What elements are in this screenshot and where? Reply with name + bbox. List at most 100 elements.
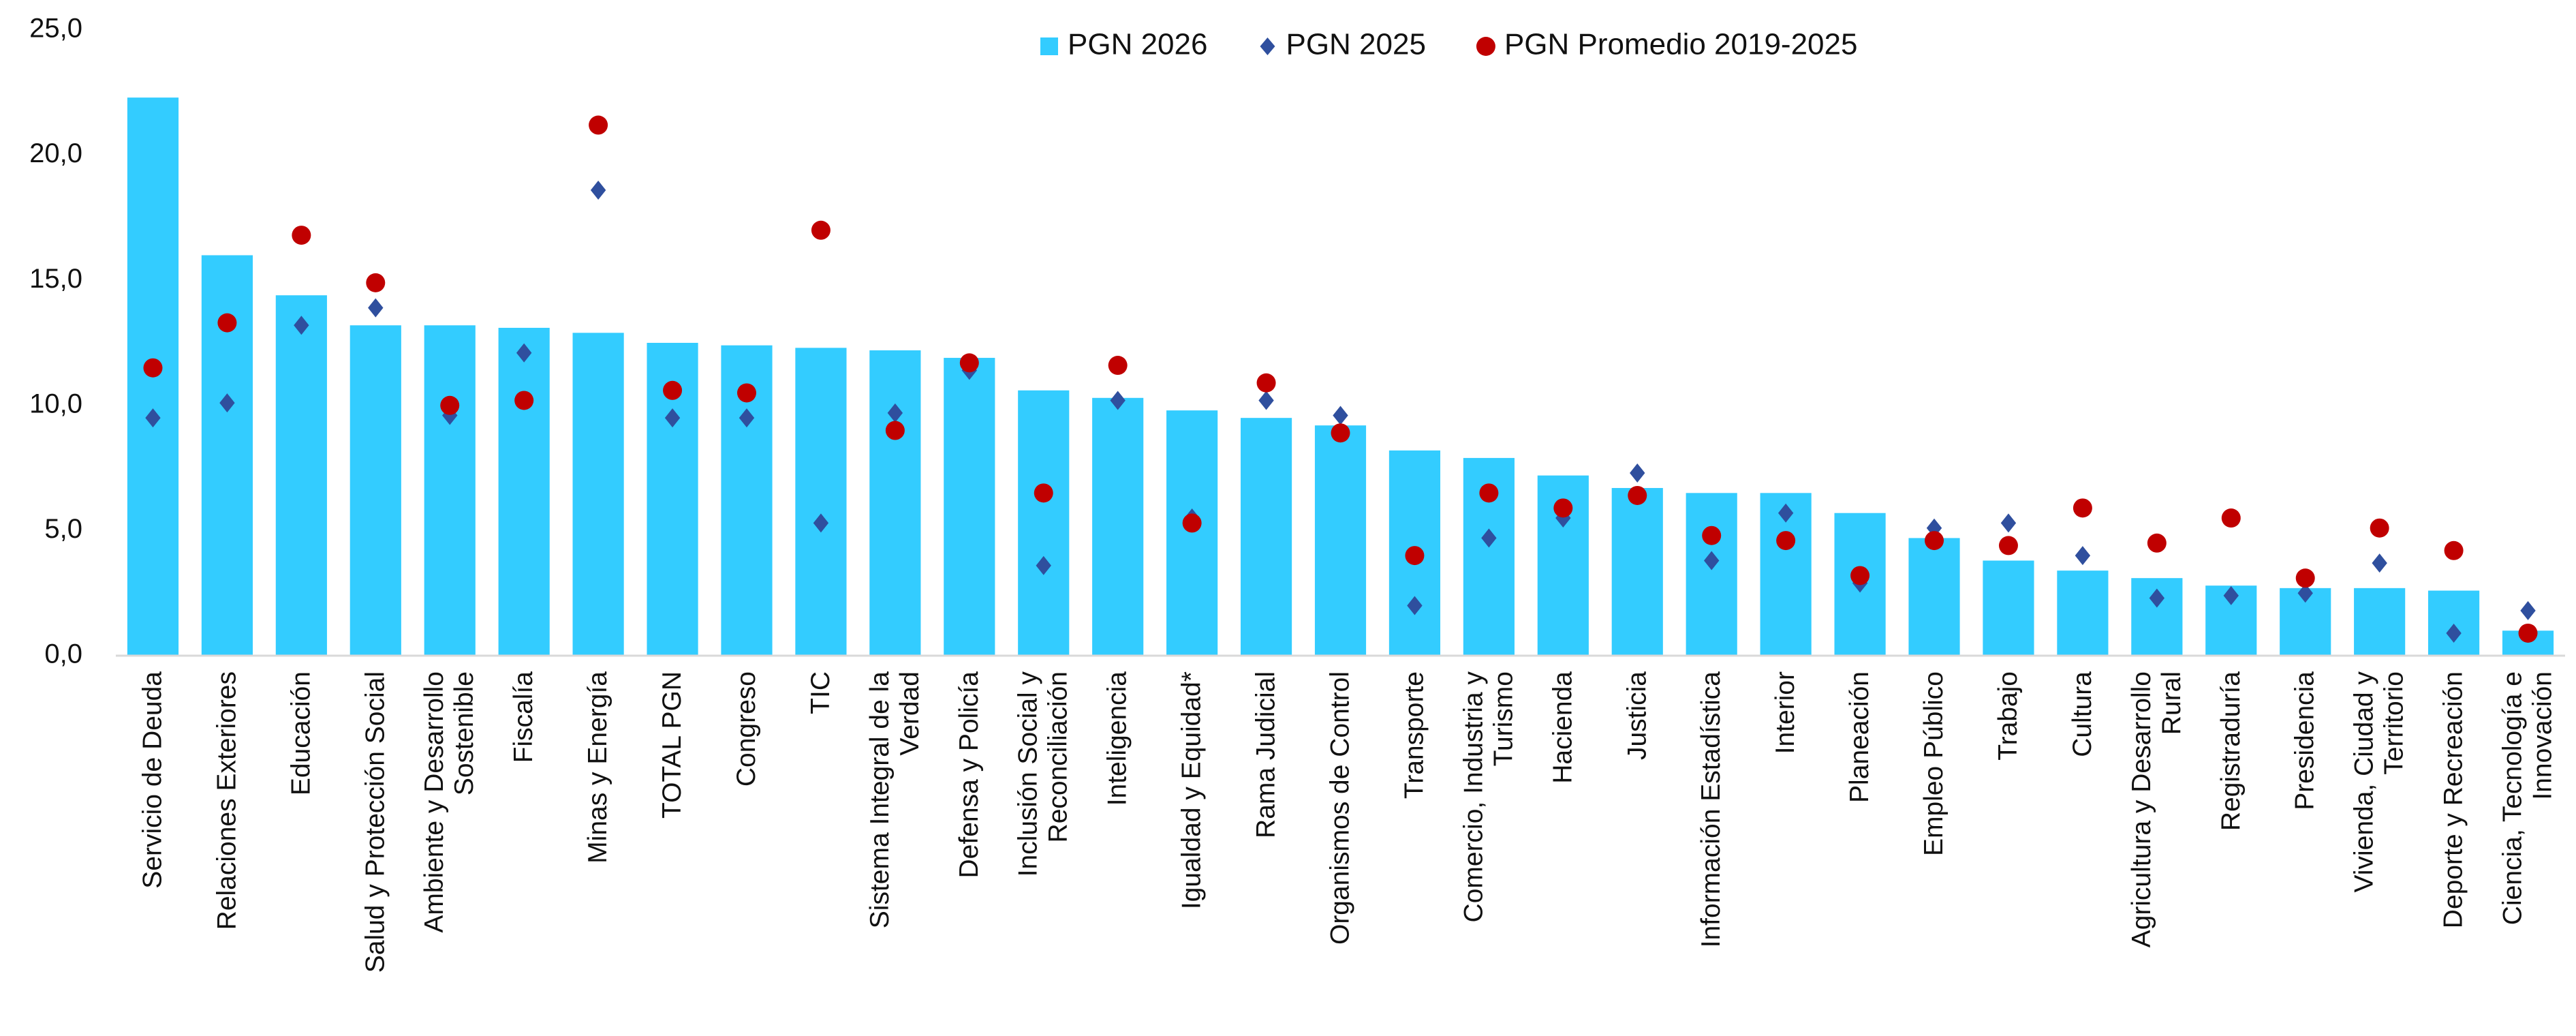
diamond-marker (1630, 463, 1645, 483)
bar (2354, 588, 2406, 656)
diamond-marker (145, 408, 161, 428)
x-tick-label: Minas y Energía (583, 671, 613, 864)
x-tick-label: Hacienda (1548, 671, 1578, 784)
legend-label: PGN 2025 (1286, 28, 1425, 61)
y-tick-label: 0,0 (44, 639, 82, 669)
circle-marker (2073, 498, 2092, 518)
x-tick-label: Planeación (1845, 671, 1875, 803)
circle-marker (1998, 536, 2018, 555)
circle-marker (1702, 525, 1722, 545)
x-tick-label: Agricultura y Desarrollo Rural (2126, 671, 2186, 948)
circle-marker (736, 383, 756, 403)
legend-swatch (1476, 37, 1495, 56)
circle-marker (292, 226, 311, 245)
x-tick-label: TOTAL PGN (657, 671, 687, 819)
bar (1166, 410, 1218, 656)
y-tick-label: 25,0 (29, 14, 82, 44)
x-tick-label: Cultura (2067, 671, 2097, 757)
diamond-marker (664, 408, 681, 428)
circle-marker (885, 421, 905, 440)
diamond-marker (590, 181, 606, 200)
circle-marker (589, 115, 608, 135)
x-tick-label: Congreso (731, 671, 761, 787)
x-tick-label: Ambiente y Desarrollo Sostenible (420, 671, 480, 933)
diamond-marker (1258, 391, 1274, 410)
x-tick-label: Fiscalía (509, 671, 539, 763)
diamond-marker (887, 403, 903, 423)
circle-marker (959, 353, 979, 373)
diamond-marker (2075, 546, 2091, 566)
x-tick-label: Registraduría (2216, 671, 2246, 832)
x-tick-label: Información Estadística (1696, 671, 1726, 948)
x-tick-label: Organismos de Control (1325, 671, 1355, 945)
circle-marker (143, 358, 163, 378)
y-tick-label: 20,0 (29, 138, 82, 168)
y-tick-label: 5,0 (44, 514, 82, 544)
x-tick-label: Comercio, Industria y Turismo (1459, 671, 1519, 923)
x-tick-label: Igualdad y Equidad* (1177, 671, 1207, 910)
bar (795, 348, 847, 656)
bar (1908, 538, 1960, 656)
circle-marker (366, 273, 386, 292)
circle-marker (1850, 566, 1870, 585)
bar (869, 350, 921, 656)
legend-swatch (1260, 37, 1275, 55)
circle-marker (514, 391, 534, 410)
x-tick-label: Relaciones Exteriores (212, 671, 242, 930)
diamond-marker (813, 513, 829, 533)
circle-marker (1553, 498, 1573, 518)
x-tick-label: Inteligencia (1102, 671, 1132, 806)
diamond-marker (2149, 588, 2165, 608)
x-tick-label: Vivienda, Ciudad y Territorio (2349, 671, 2409, 893)
bar (1018, 390, 1070, 656)
circle-marker (1034, 483, 1053, 503)
x-tick-label: Empleo Público (1919, 671, 1949, 856)
bar (498, 327, 550, 656)
circle-marker (663, 380, 683, 400)
y-tick-label: 10,0 (29, 388, 82, 418)
bar (1240, 418, 1292, 656)
bar (944, 358, 995, 656)
diamond-marker (1110, 391, 1126, 410)
diamond-marker (1778, 503, 1794, 523)
circle-marker (1182, 513, 1202, 533)
diamond-marker (2000, 513, 2017, 533)
x-tick-label: Defensa y Policía (954, 671, 984, 879)
circle-marker (2444, 540, 2464, 560)
diamond-marker (2297, 583, 2313, 603)
bar (1983, 560, 2034, 656)
circle-marker (440, 395, 460, 415)
x-tick-label: Educación (286, 671, 316, 796)
x-tick-label: Interior (1771, 671, 1801, 755)
diamond-marker (1481, 528, 1497, 548)
bar (1686, 493, 1737, 656)
circle-marker (2518, 623, 2538, 643)
x-tick-label: Ciencia, Tecnología e Innovación (2498, 671, 2558, 926)
circle-marker (1628, 485, 1647, 505)
diamond-marker (516, 343, 532, 363)
diamond-marker (1036, 555, 1051, 575)
diamond-marker (739, 408, 755, 428)
circle-marker (811, 220, 831, 240)
diamond-marker (219, 393, 235, 413)
bar (424, 325, 476, 656)
circle-marker (1776, 531, 1796, 551)
circle-marker (1256, 373, 1276, 393)
x-tick-label: Inclusión Social y Reconciliación (1013, 671, 1073, 877)
diamond-marker (1703, 551, 1720, 570)
x-tick-label: Salud y Protección Social (360, 671, 390, 973)
diamond-marker (2520, 600, 2536, 620)
diamond-marker (1926, 518, 1942, 538)
bar (275, 295, 327, 656)
circle-marker (2295, 568, 2315, 588)
x-tick-label: TIC (805, 671, 835, 714)
circle-marker (1405, 546, 1425, 566)
circle-marker (2147, 533, 2167, 553)
circle-marker (1479, 483, 1499, 503)
circle-marker (1331, 423, 1350, 443)
bar (1092, 397, 1144, 656)
diamond-marker (1333, 406, 1348, 425)
x-tick-label: Trabajo (1993, 671, 2023, 761)
